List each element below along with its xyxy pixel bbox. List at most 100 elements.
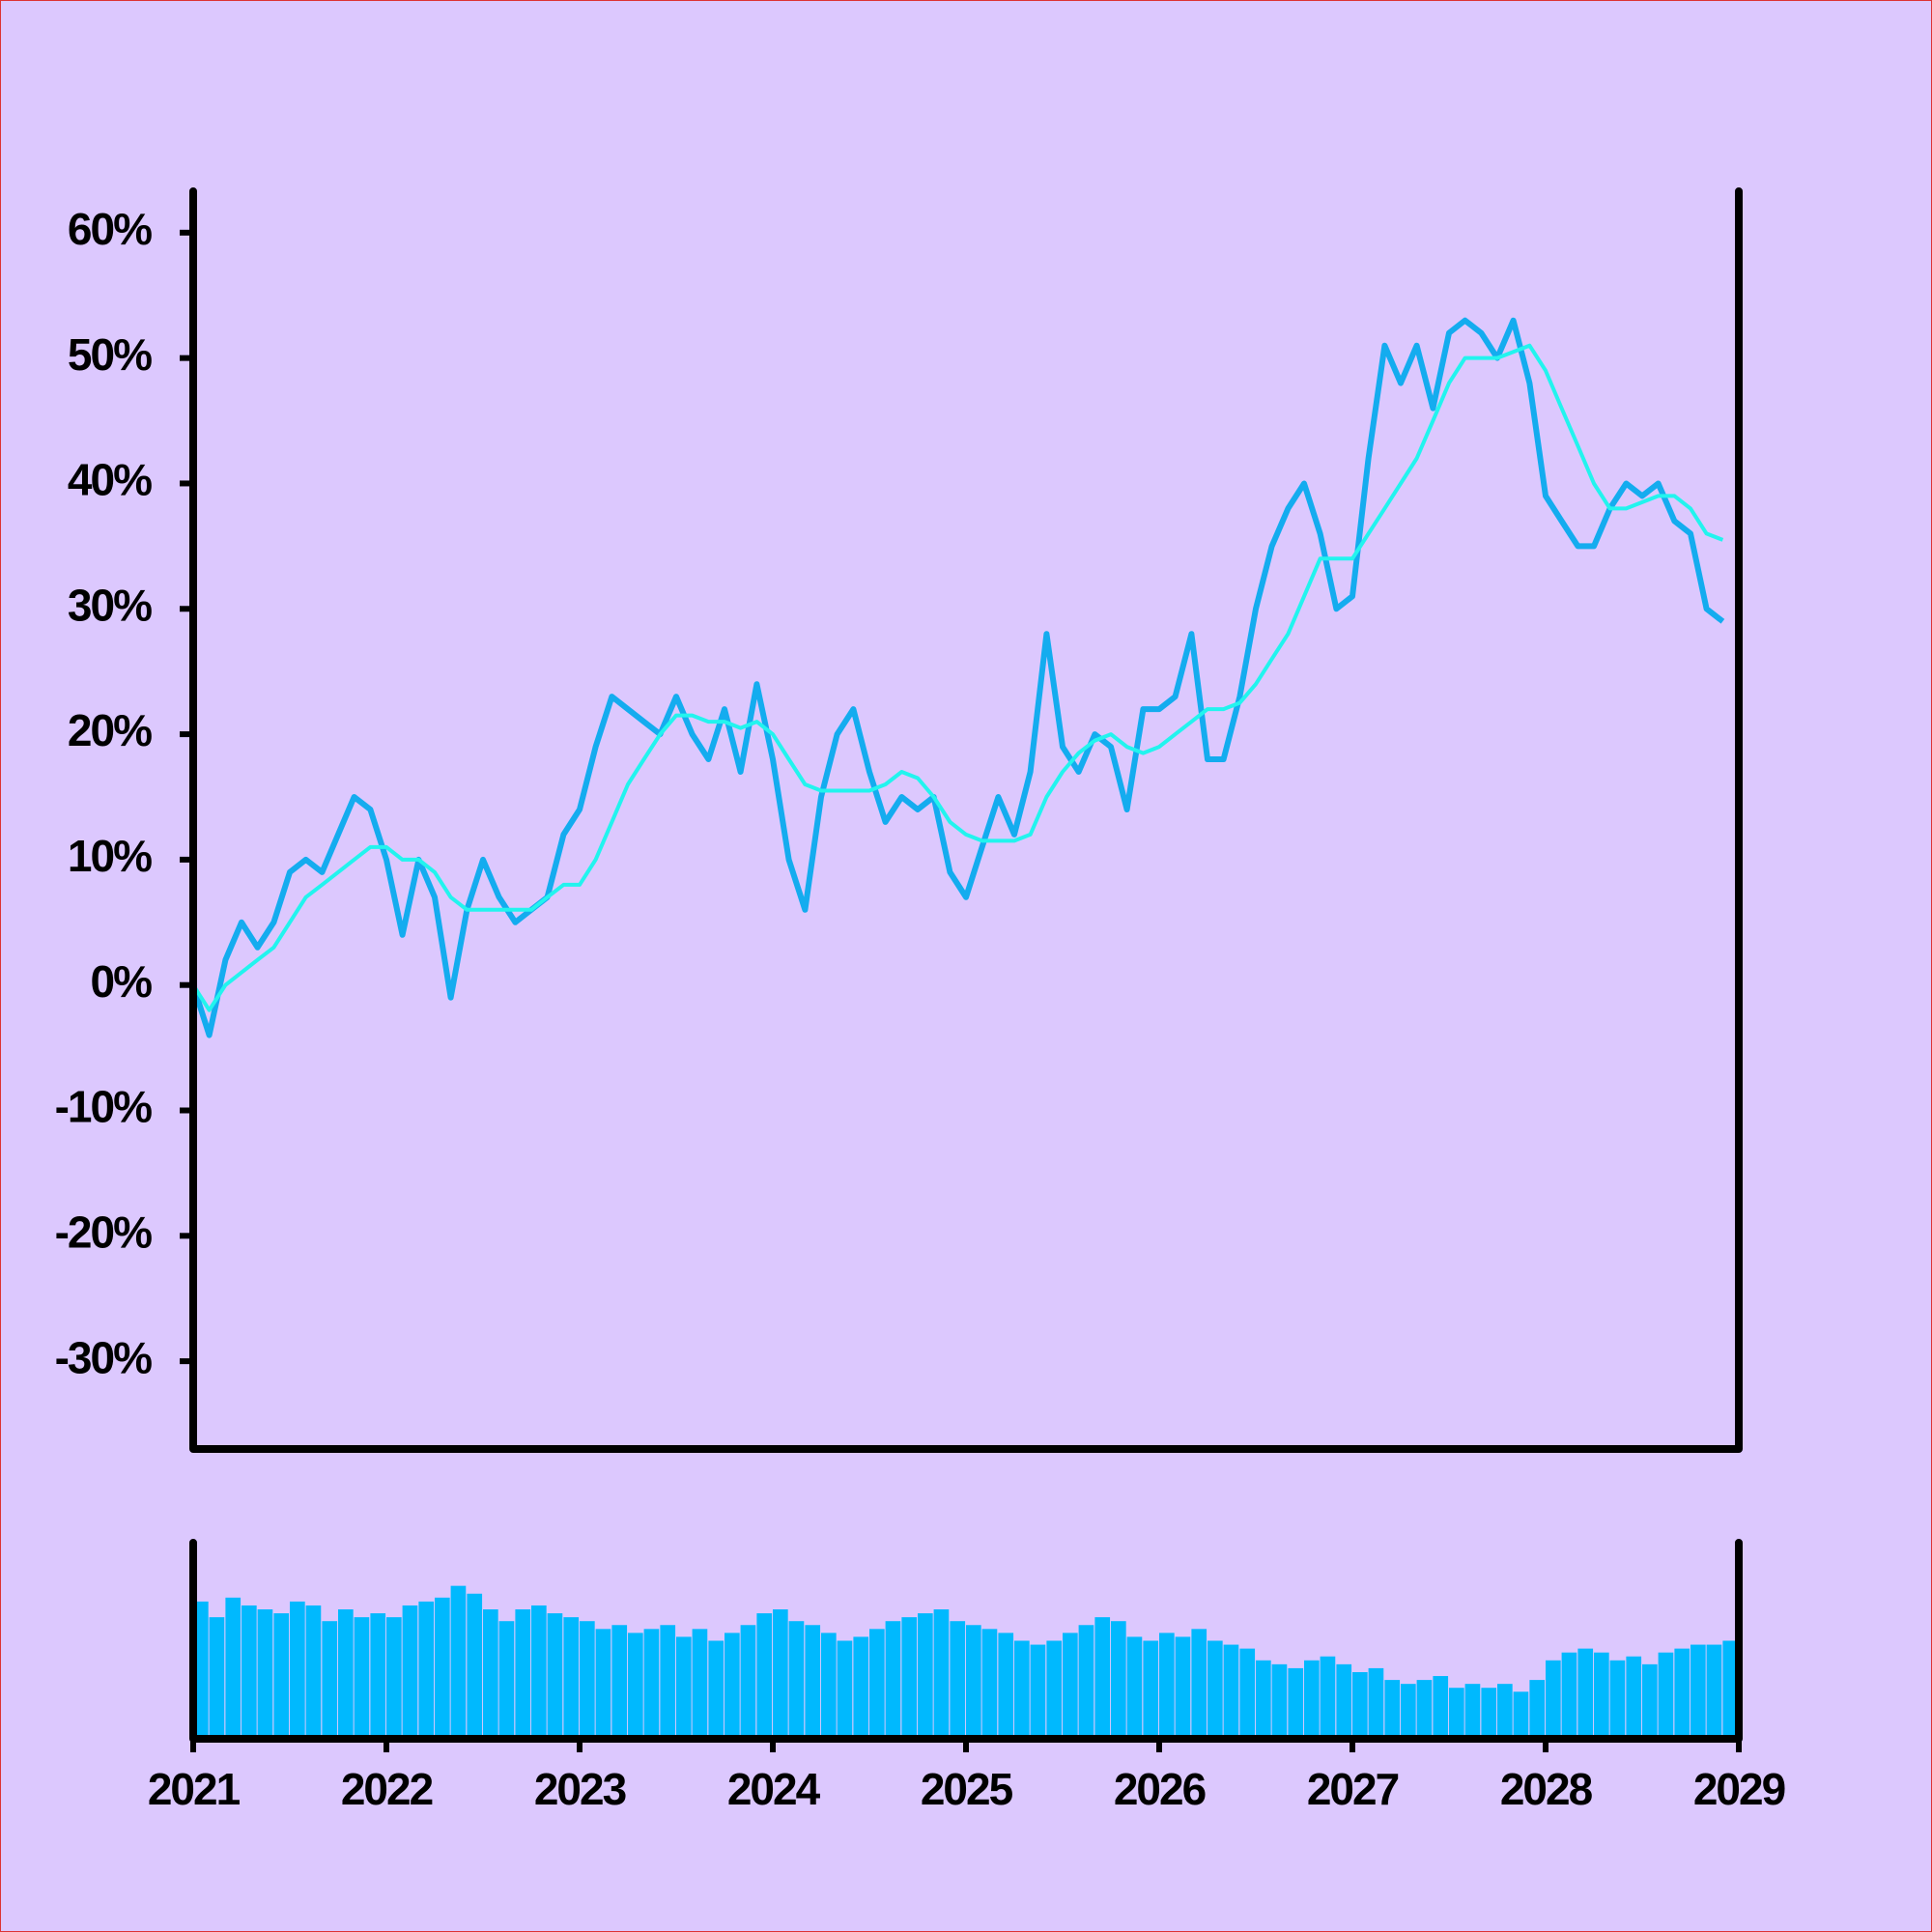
volume-bar — [580, 1621, 595, 1739]
volume-bar — [853, 1636, 869, 1739]
volume-bar — [1690, 1644, 1706, 1739]
volume-bar — [1111, 1621, 1126, 1739]
volume-bar — [1642, 1663, 1658, 1739]
volume-bar — [1159, 1633, 1175, 1739]
volume-bar — [611, 1625, 628, 1739]
x-tick-label: 2024 — [727, 1764, 821, 1814]
volume-bar — [563, 1617, 580, 1739]
volume-bar — [1626, 1656, 1642, 1739]
line-series — [191, 343, 1724, 1012]
x-tick-label: 2023 — [534, 1764, 626, 1814]
x-tick-label: 2028 — [1500, 1764, 1593, 1814]
volume-bar — [901, 1617, 918, 1739]
x-tick-label: 2022 — [341, 1764, 433, 1814]
volume-bar — [740, 1625, 756, 1739]
volume-bar — [273, 1613, 290, 1739]
volume-bar — [1577, 1648, 1594, 1739]
volume-bar — [1208, 1640, 1223, 1739]
volume-bar — [1030, 1644, 1046, 1739]
volume-bar — [515, 1609, 531, 1739]
volume-bar — [1223, 1644, 1239, 1739]
volume-bar — [595, 1629, 611, 1739]
volume-bar — [1014, 1640, 1030, 1739]
y-tick-label: 60% — [68, 204, 152, 254]
y-tick-label: 10% — [68, 831, 152, 881]
y-tick-label: 20% — [68, 705, 152, 755]
x-tick-label: 2029 — [1693, 1764, 1785, 1814]
volume-bar — [756, 1613, 773, 1739]
volume-bar — [386, 1617, 402, 1739]
volume-bar — [837, 1640, 853, 1739]
volume-bar — [692, 1629, 708, 1739]
volume-bar — [1126, 1636, 1143, 1739]
y-tick-label: 50% — [68, 329, 152, 380]
volume-bar — [370, 1613, 386, 1739]
volume-bar — [643, 1629, 660, 1739]
volume-bar — [450, 1585, 467, 1739]
volume-bar — [1063, 1633, 1078, 1739]
volume-bar — [531, 1605, 547, 1739]
volume-bar — [1706, 1644, 1722, 1739]
y-tick-label: 40% — [68, 455, 152, 505]
volume-bar — [305, 1605, 322, 1739]
volume-bar — [1722, 1640, 1738, 1739]
axis-frame — [189, 1539, 1743, 1743]
volume-bar — [1449, 1688, 1464, 1739]
volume-bar — [1497, 1684, 1513, 1739]
volume-bar — [708, 1640, 724, 1739]
volume-bar — [821, 1633, 837, 1739]
volume-bar — [1658, 1652, 1674, 1739]
volume-bar — [918, 1613, 933, 1739]
y-tick-label: -30% — [55, 1332, 152, 1382]
volume-bar — [242, 1605, 257, 1739]
volume-bar — [467, 1593, 483, 1739]
volume-bar — [724, 1633, 740, 1739]
axis-frame — [189, 187, 1743, 1453]
volume-bar — [950, 1621, 966, 1739]
volume-bar — [885, 1621, 901, 1739]
volume-bar — [1594, 1652, 1609, 1739]
line-series — [190, 317, 1725, 1038]
volume-bar — [660, 1625, 676, 1739]
volume-bar — [998, 1633, 1014, 1739]
volume-bar — [1336, 1663, 1352, 1739]
volume-bar — [869, 1629, 885, 1739]
volume-bar — [773, 1609, 788, 1739]
volume-bar — [257, 1609, 273, 1739]
volume-bar — [1368, 1667, 1384, 1739]
volume-bar — [1546, 1660, 1561, 1739]
volume-bar — [1481, 1688, 1497, 1739]
volume-bar — [981, 1629, 998, 1739]
y-tick-label: 30% — [68, 580, 152, 630]
volume-bar — [483, 1609, 498, 1739]
volume-bar — [933, 1609, 950, 1739]
volume-bar — [498, 1621, 515, 1739]
volume-bar — [1561, 1652, 1577, 1739]
volume-bar — [676, 1636, 692, 1739]
x-tick-label: 2021 — [148, 1764, 241, 1814]
volume-bar — [1078, 1625, 1094, 1739]
volume-bar — [338, 1609, 354, 1739]
volume-bar — [354, 1617, 370, 1739]
volume-bar — [209, 1617, 225, 1739]
y-tick-label: -20% — [55, 1207, 152, 1257]
volume-bar — [547, 1613, 563, 1739]
volume-bar — [1401, 1684, 1416, 1739]
volume-bar — [1191, 1629, 1208, 1739]
volume-bar — [788, 1621, 805, 1739]
volume-bar — [1384, 1680, 1401, 1739]
volume-bar — [1352, 1671, 1368, 1739]
volume-bar — [322, 1621, 338, 1739]
volume-bar — [1464, 1684, 1481, 1739]
volume-bar — [1239, 1648, 1256, 1739]
volume-bar — [1513, 1691, 1529, 1739]
x-tick-label: 2025 — [921, 1764, 1013, 1814]
volume-bar — [418, 1601, 435, 1739]
volume-bar — [1175, 1636, 1191, 1739]
volume-bar — [628, 1633, 643, 1739]
volume-bar — [1256, 1660, 1271, 1739]
volume-bar — [1046, 1640, 1063, 1739]
volume-bar — [1304, 1660, 1320, 1739]
